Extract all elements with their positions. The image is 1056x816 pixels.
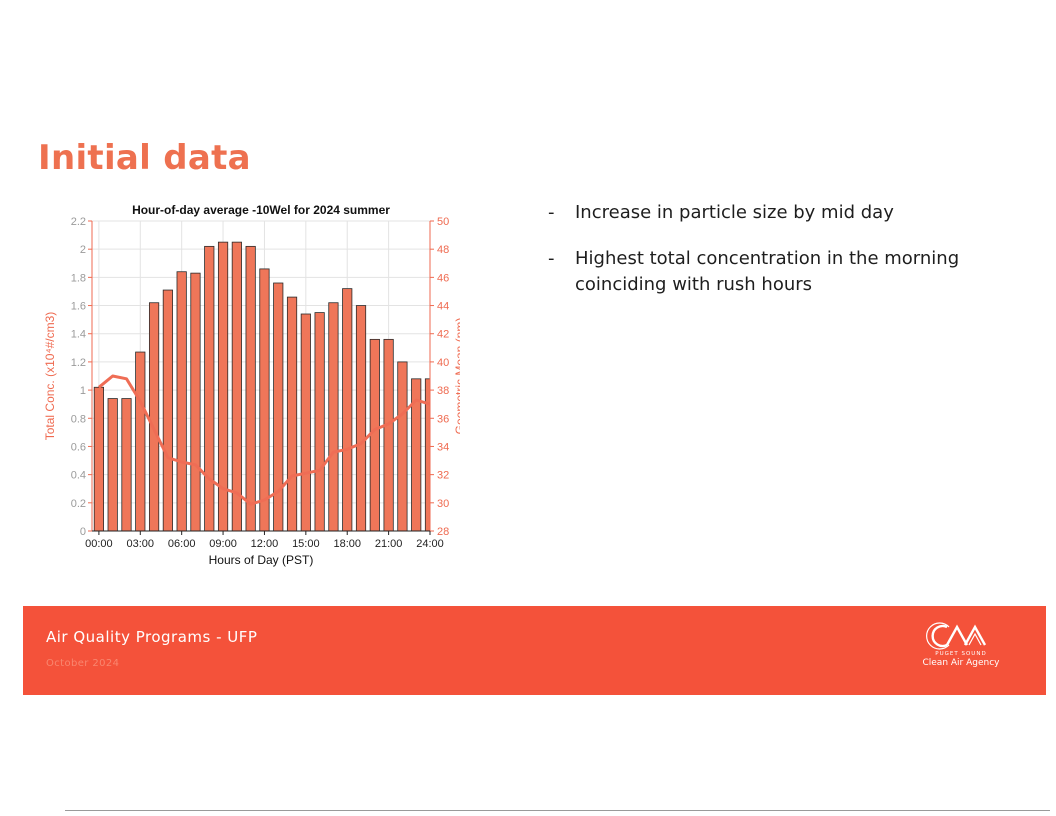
chart-bar	[148, 302, 160, 532]
y-tick-label-right: 50	[437, 216, 449, 228]
agency-logo: PUGET SOUND Clean Air Agency	[916, 622, 1006, 668]
x-tick-label: 12:00	[251, 538, 279, 550]
y-axis-label-right: Geometric Mean (nm)	[453, 318, 460, 435]
bullet-text: Increase in particle size by mid day	[575, 202, 894, 223]
x-tick-label: 03:00	[127, 538, 155, 550]
chart-bar	[259, 268, 270, 532]
chart-bar	[397, 361, 408, 532]
y-tick-label-right: 32	[437, 470, 449, 482]
chart-bar	[300, 313, 311, 532]
chart-title: Hour-of-day average -10Wel for 2024 summ…	[132, 203, 390, 217]
bullet-item: - Highest total concentration in the mor…	[548, 246, 1018, 298]
y-tick-label-right: 30	[437, 498, 449, 510]
chart-bar	[135, 351, 146, 532]
chart-bar	[383, 338, 394, 532]
y-tick-label-left: 1.2	[71, 357, 86, 369]
chart-bar	[369, 338, 380, 532]
bullet-list: - Increase in particle size by mid day -…	[548, 200, 1018, 318]
bullet-item: - Increase in particle size by mid day	[548, 200, 1018, 226]
y-tick-label-right: 34	[437, 441, 449, 453]
footer-banner: Air Quality Programs - UFP October 2024 …	[23, 606, 1046, 695]
logo-small-text: PUGET SOUND	[935, 651, 987, 657]
chart-bar	[342, 288, 353, 532]
x-tick-label: 06:00	[168, 538, 196, 550]
y-tick-label-left: 0	[80, 526, 86, 538]
y-tick-label-left: 0.4	[71, 470, 86, 482]
x-axis-label: Hours of Day (PST)	[209, 553, 314, 567]
y-tick-label-left: 0.8	[71, 413, 86, 425]
chart-bar	[107, 398, 118, 532]
chart-bar	[355, 305, 367, 532]
bottom-rule	[65, 810, 1050, 811]
y-tick-label-left: 0.6	[71, 441, 86, 453]
y-tick-label-left: 2.2	[71, 216, 86, 228]
chart-bar	[231, 241, 242, 532]
y-tick-label-right: 46	[437, 272, 449, 284]
chart-bar	[190, 272, 201, 532]
chart-bar	[121, 398, 132, 532]
chart-bar	[286, 296, 298, 532]
x-tick-label: 09:00	[209, 538, 237, 550]
y-tick-label-right: 48	[437, 244, 449, 256]
y-tick-label-right: 40	[437, 357, 449, 369]
x-tick-label: 21:00	[375, 538, 403, 550]
bullet-marker: -	[548, 202, 555, 223]
y-tick-label-left: 1.4	[71, 329, 86, 341]
y-tick-label-right: 36	[437, 413, 449, 425]
x-tick-label: 15:00	[292, 538, 320, 550]
y-tick-label-left: 1	[80, 385, 86, 397]
x-tick-label: 24:00	[416, 538, 444, 550]
bullet-text: Highest total concentration in the morni…	[575, 248, 960, 295]
chart-bar	[162, 289, 173, 532]
chart-bar	[314, 312, 325, 532]
chart-bar	[93, 386, 104, 532]
y-tick-label-right: 28	[437, 526, 449, 538]
y-axis-label-left: Total Conc. (x10⁴#/cm3)	[43, 312, 57, 441]
y-tick-label-left: 0.2	[71, 498, 86, 510]
x-tick-label: 00:00	[85, 538, 113, 550]
footer-date: October 2024	[46, 658, 120, 669]
y-tick-label-left: 1.8	[71, 272, 86, 284]
slide-title: Initial data	[38, 138, 251, 178]
logo-agency-text: Clean Air Agency	[922, 658, 1000, 668]
y-tick-label-right: 44	[437, 301, 449, 313]
chart-svg: 0 0.2 0.4 0.6 0.8 1 1.2 1.4 1.6 1.8 2 2.2 28 30 32 34 36…	[43, 203, 460, 567]
y-tick-label-right: 38	[437, 385, 449, 397]
chart-bar	[176, 271, 187, 532]
x-tick-label: 18:00	[333, 538, 361, 550]
chart-bar	[245, 245, 256, 532]
chart-line-geometric-mean	[97, 374, 431, 506]
y-tick-label-left: 1.6	[71, 301, 86, 313]
y-tick-label-left: 2	[80, 244, 86, 256]
y-tick-label-right: 42	[437, 329, 449, 341]
chart: 0 0.2 0.4 0.6 0.8 1 1.2 1.4 1.6 1.8 2 2.2 28 30 32 34 36…	[40, 196, 460, 576]
agency-logo-icon	[926, 622, 987, 650]
chart-bar	[204, 245, 215, 532]
bullet-marker: -	[548, 248, 555, 269]
program-name: Air Quality Programs - UFP	[46, 628, 258, 646]
chart-bar	[328, 302, 339, 532]
